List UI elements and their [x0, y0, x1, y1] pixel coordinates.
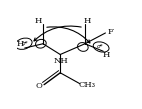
- Text: NH: NH: [54, 57, 69, 65]
- Text: σ*: σ*: [21, 41, 28, 46]
- Text: H: H: [17, 40, 24, 48]
- Text: F: F: [108, 28, 114, 36]
- Text: H: H: [83, 17, 91, 25]
- Text: H: H: [103, 50, 110, 59]
- Text: σ*: σ*: [97, 44, 103, 49]
- Text: H: H: [35, 17, 42, 25]
- Text: O: O: [35, 82, 42, 90]
- Text: CH₃: CH₃: [79, 81, 96, 89]
